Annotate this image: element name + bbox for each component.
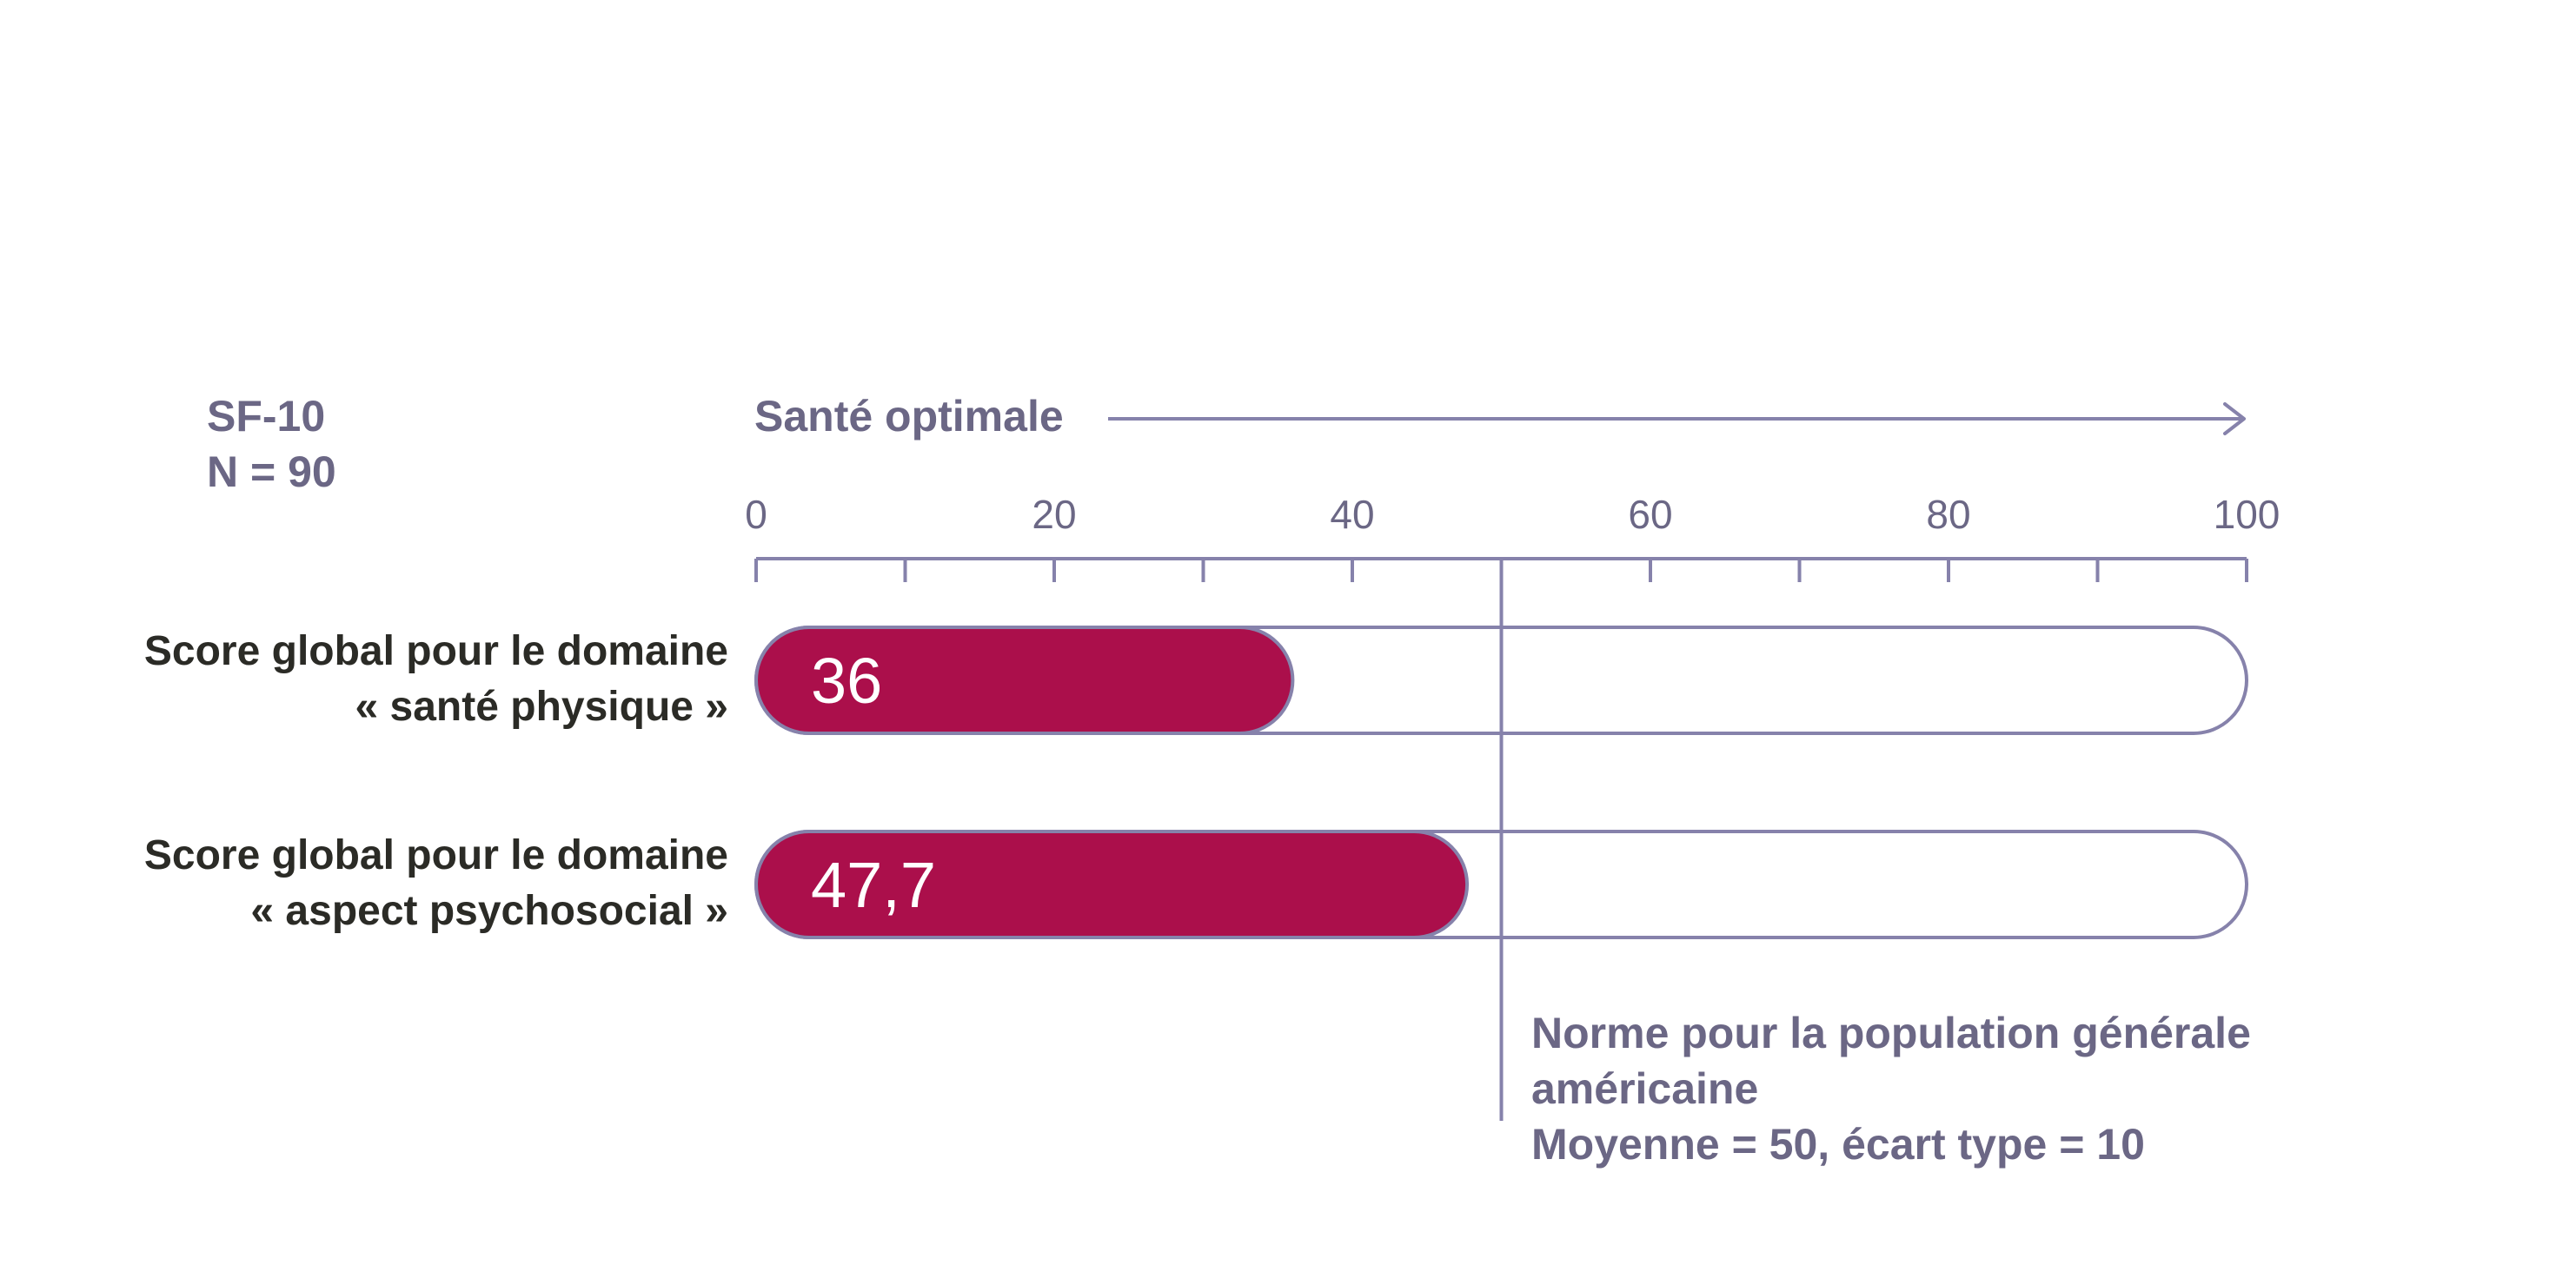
tick-label: 60 bbox=[1628, 492, 1672, 537]
bars: 36 Score global pour le domaine « santé ph… bbox=[144, 626, 2248, 939]
bar bbox=[754, 830, 1470, 939]
tick-label: 0 bbox=[745, 492, 767, 537]
axis-arrow-head bbox=[2223, 402, 2246, 435]
instrument-label: SF-10 bbox=[207, 392, 325, 441]
bar-value-label: 36 bbox=[811, 645, 882, 717]
reference-label: Moyenne = 50, écart type = 10 bbox=[1531, 1120, 2145, 1169]
category-label: Score global pour le domaine bbox=[144, 832, 728, 878]
tick-label: 100 bbox=[2214, 492, 2281, 537]
bar-value-label: 47,7 bbox=[811, 849, 936, 921]
tick-label: 20 bbox=[1032, 492, 1076, 537]
bar bbox=[754, 626, 1295, 735]
tick-label: 80 bbox=[1926, 492, 1970, 537]
category-label: Score global pour le domaine bbox=[144, 628, 728, 674]
sample-size-label: N = 90 bbox=[207, 447, 336, 496]
category-label: « aspect psychosocial » bbox=[250, 888, 728, 934]
category-label: « santé physique » bbox=[355, 684, 729, 730]
x-axis: Santé optimale 0 20 40 60 80 100 bbox=[745, 392, 2280, 582]
tick-label: 40 bbox=[1330, 492, 1374, 537]
reference-line-group: Norme pour la population générale américa… bbox=[1499, 560, 2251, 1169]
axis-title: Santé optimale bbox=[754, 392, 1064, 441]
reference-label: américaine bbox=[1531, 1064, 1758, 1113]
reference-label: Norme pour la population générale bbox=[1531, 1009, 2251, 1057]
